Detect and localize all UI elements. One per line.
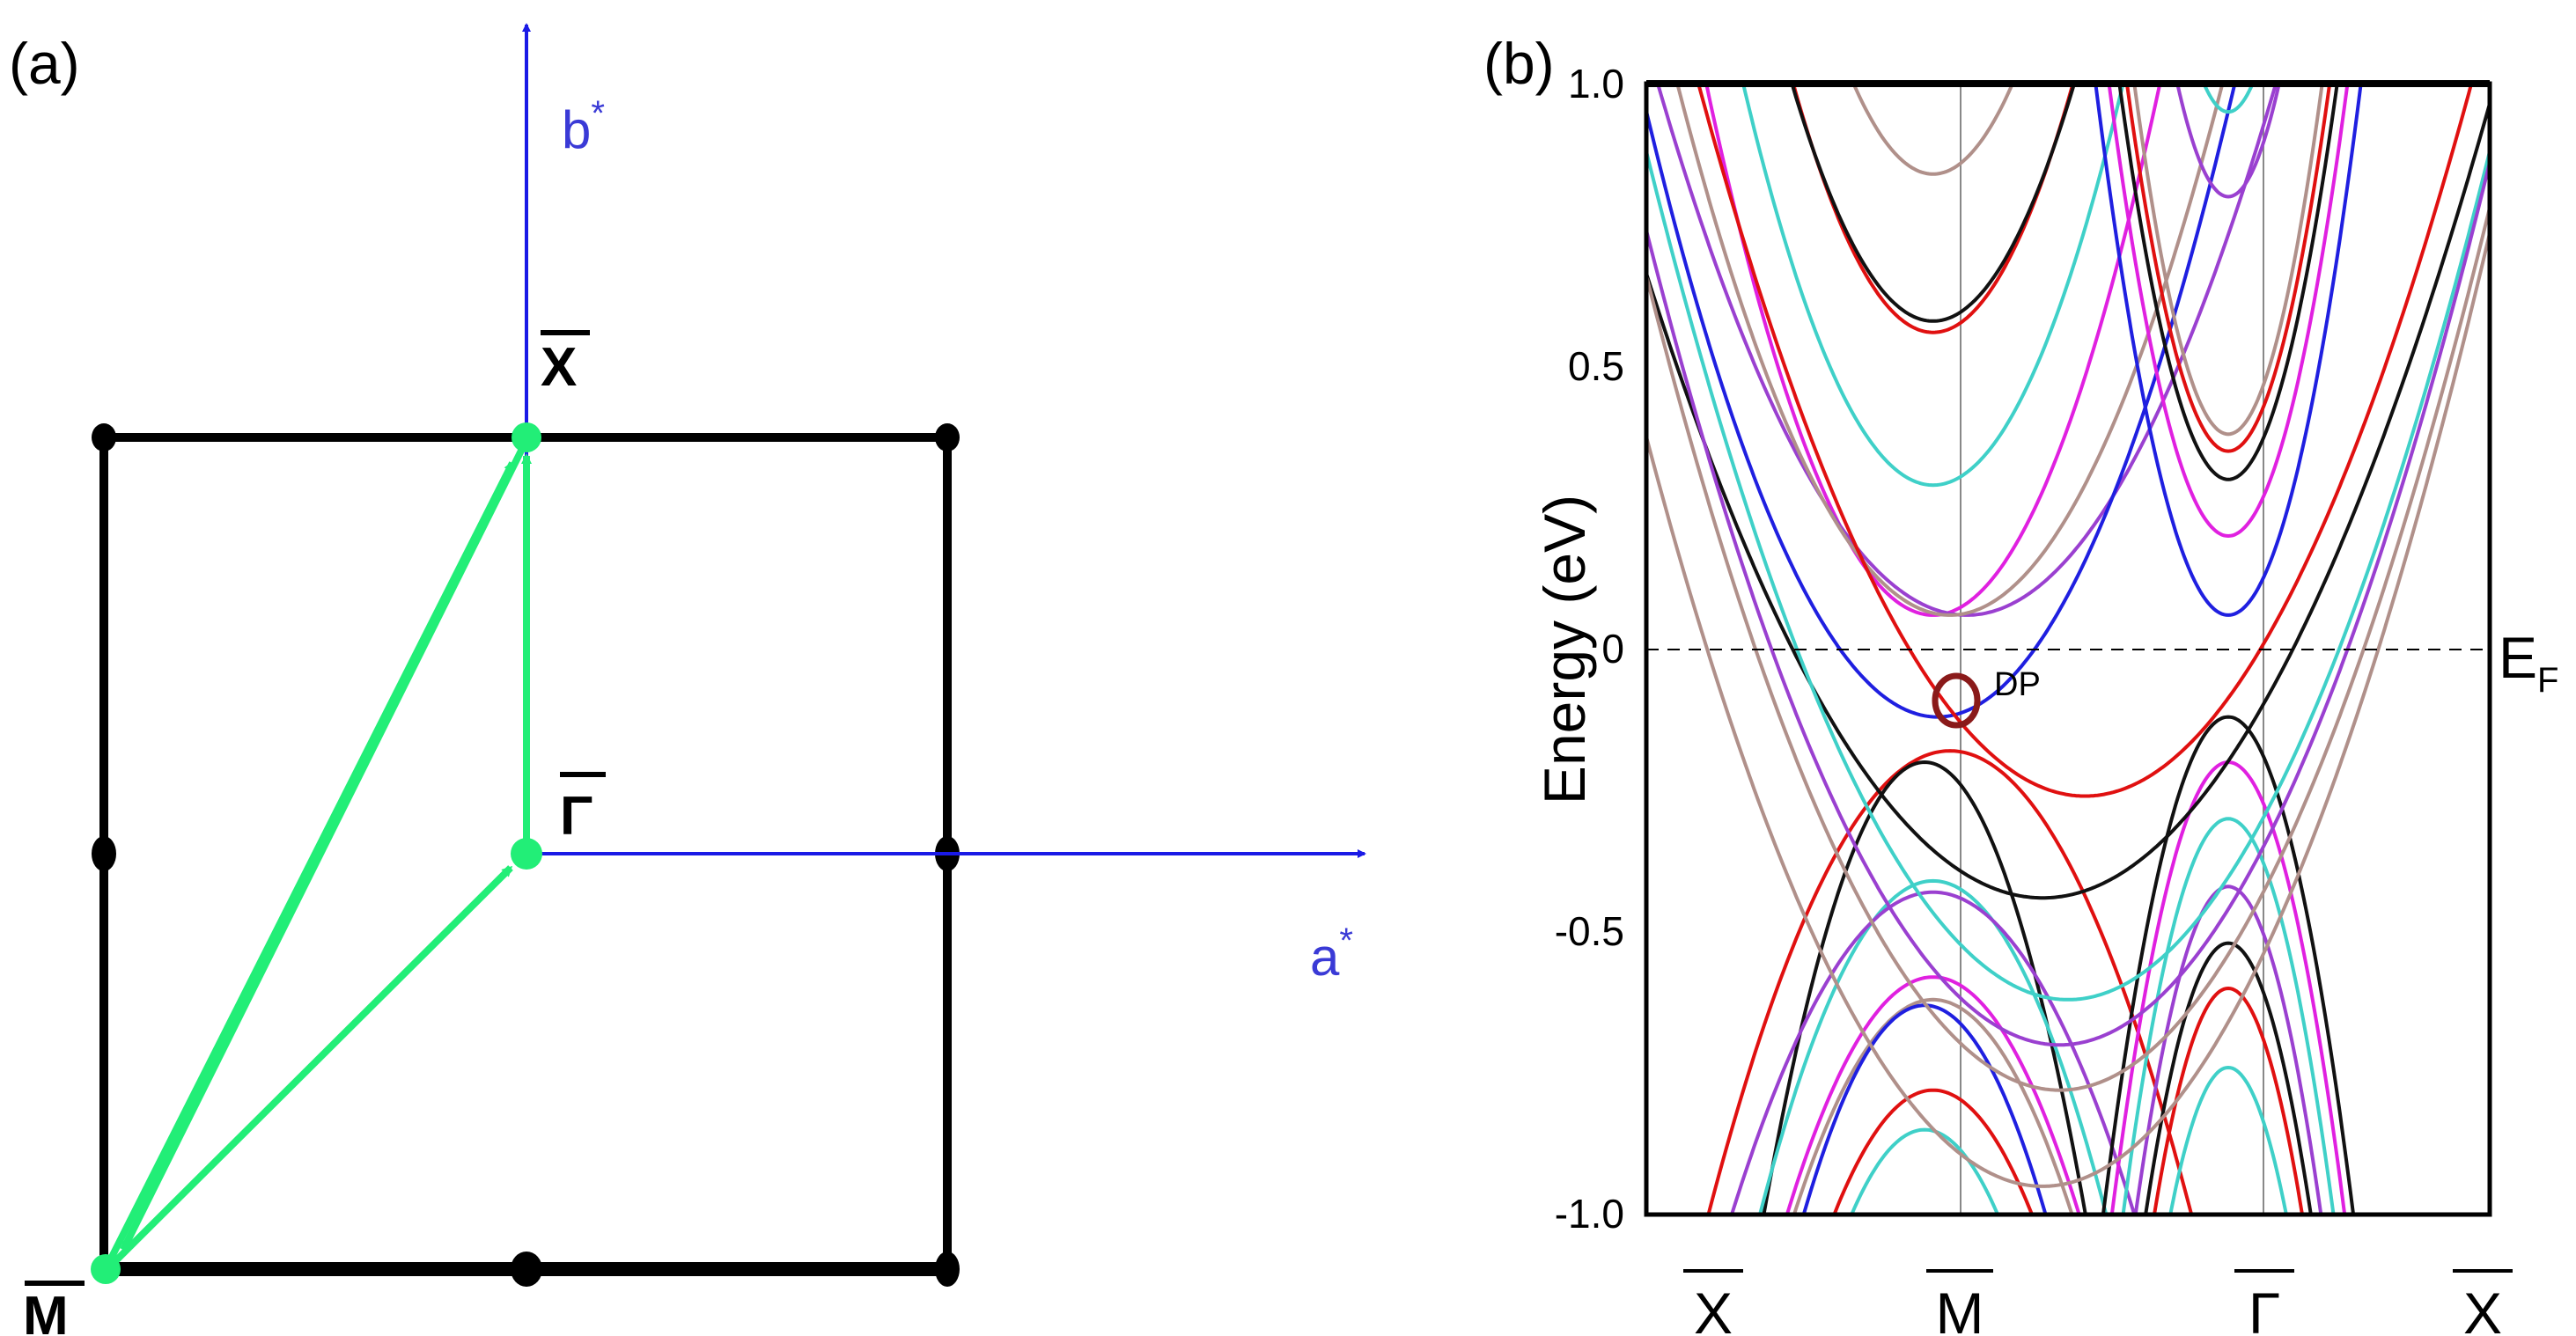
zone-dot	[92, 836, 116, 871]
zone-dot	[511, 1252, 542, 1287]
dirac-point-marker	[1932, 672, 1981, 729]
band-G-cond-3	[2132, 84, 2324, 437]
zone-dot	[92, 423, 116, 451]
zone-dots	[92, 423, 960, 1287]
dirac-point-label: DP	[1994, 666, 2041, 703]
x-point-dot	[512, 422, 541, 452]
band-G-cond-2	[2175, 84, 2281, 199]
band-G-val-3	[2121, 817, 2336, 1215]
band-cross-tan-1	[1646, 207, 2490, 1092]
ytick-label: 0.5	[1568, 343, 1624, 389]
panel-b-label: (b)	[1483, 31, 1555, 96]
a-star-label: a*	[1310, 921, 1353, 987]
band-M-val-7	[1801, 1003, 2048, 1215]
band-cross-cyan-1	[1646, 150, 2490, 1002]
band-M-val-3	[1757, 878, 2109, 1215]
ytick-label: -1.0	[1555, 1191, 1624, 1237]
gamma-point-label: Γ	[560, 772, 606, 847]
gamma-point-text: Γ	[560, 786, 592, 847]
band-G-cond-7	[2094, 84, 2363, 617]
kpoint-text: X	[2463, 1281, 2502, 1336]
band-cross-purple-1	[1646, 162, 2490, 1047]
fermi-label-sub: F	[2537, 661, 2558, 700]
kpoint-label-gamma: Γ	[2234, 1269, 2294, 1336]
kpoint-label-m: M	[1926, 1269, 1993, 1336]
fermi-label-e: E	[2499, 625, 2537, 690]
b-star-superscript: *	[591, 94, 605, 133]
band-G-val-7	[2168, 1065, 2288, 1215]
x-point-label: X	[541, 330, 590, 398]
band-G-val-2	[2109, 760, 2347, 1215]
panel-a-label: (a)	[9, 31, 80, 96]
band-M-cond-1	[1851, 84, 2015, 176]
path-x-m	[120, 438, 530, 1252]
band-M-cond-7	[1675, 84, 2225, 617]
band-M-val-1	[1706, 749, 2194, 1215]
kpoint-text: Γ	[2248, 1281, 2280, 1336]
band-M-val-8	[1832, 1088, 2035, 1215]
ytick-label: -0.5	[1555, 908, 1624, 954]
band-cross-red-1	[1696, 84, 2474, 798]
panel-a: (a) b* a* X	[9, 23, 1366, 1336]
band-M-surface	[1646, 84, 2237, 719]
m-point-dot	[91, 1254, 121, 1284]
band-M-val-9	[1849, 1127, 2000, 1215]
kpoint-label-x-left: X	[1683, 1269, 1743, 1336]
zone-dot	[935, 423, 960, 451]
ytick-label: 0	[1601, 626, 1624, 672]
band-M-val-5	[1785, 975, 2081, 1215]
m-point-label: M	[23, 1281, 85, 1336]
band-G-val-6	[2152, 986, 2305, 1215]
band-M-cond-5	[1704, 84, 2162, 617]
band-G-cond-4	[2124, 84, 2332, 453]
path-m-gamma	[110, 865, 513, 1266]
band-G-val-1	[2101, 715, 2356, 1215]
a-star-superscript: *	[1339, 921, 1353, 960]
band-M-val-6	[1792, 997, 2074, 1215]
b-star-label-text: b	[562, 100, 591, 159]
band-M-cond-3	[1790, 84, 2077, 323]
band-cross-tan-2	[1646, 232, 2490, 1188]
band-M-cond-2	[1791, 84, 2075, 334]
fermi-level-label: EF	[2499, 625, 2558, 700]
band-cross-black-1	[1646, 103, 2490, 900]
kpoint-text: X	[1694, 1281, 1733, 1336]
band-G-cond-1	[2202, 84, 2255, 114]
gamma-point-dot	[511, 838, 542, 870]
band-G-cond-6	[2107, 84, 2350, 539]
ytick-label: 1.0	[1568, 61, 1624, 106]
band-G-val-4	[2133, 885, 2323, 1215]
zone-dot	[935, 1252, 960, 1287]
panel-b: (b) Energy (eV) 1.0 0.5 0 -0.5 -1.0 EF D…	[1483, 31, 2558, 1336]
x-point-text: X	[541, 337, 577, 398]
kpoint-label-x-right: X	[2453, 1269, 2513, 1336]
band-M-cond-4	[1741, 84, 2125, 488]
a-star-label-text: a	[1310, 928, 1340, 987]
band-lines	[1646, 84, 2490, 1215]
band-G-cond-5	[2117, 84, 2339, 481]
b-star-label: b*	[562, 94, 605, 159]
y-axis-label: Energy (eV)	[1532, 495, 1597, 804]
band-M-cond-6	[1655, 84, 2278, 617]
kpoint-text: M	[1936, 1281, 1984, 1336]
band-G-val-5	[2144, 941, 2313, 1215]
m-point-text: M	[23, 1286, 69, 1336]
band-M-val-4	[1729, 890, 2137, 1215]
